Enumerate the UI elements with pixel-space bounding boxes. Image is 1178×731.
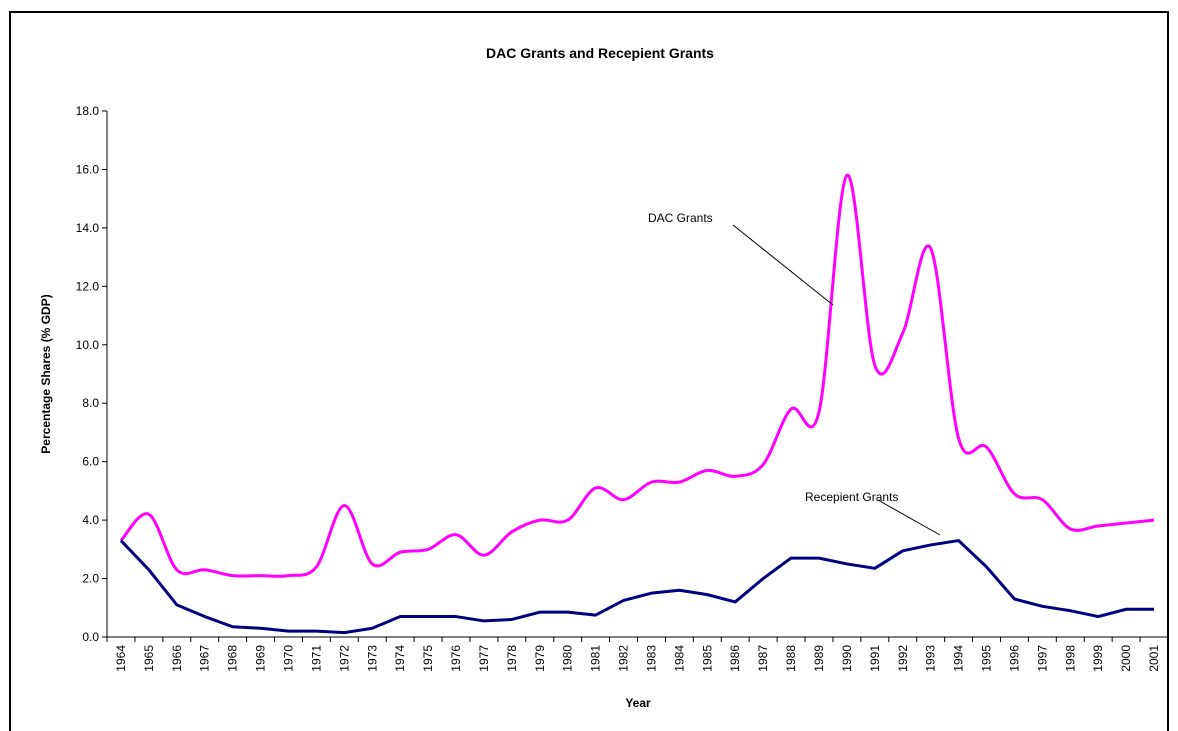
y-tick-label: 8.0 [82,396,99,410]
y-tick-label: 6.0 [82,455,99,469]
x-tick-label: 1967 [198,645,212,672]
series-annotation: Recepient Grants [805,490,898,504]
x-tick-label: 1969 [254,645,268,672]
x-tick-label: 1990 [840,645,854,672]
x-tick-label: 1991 [868,645,882,672]
x-tick-label: 1964 [114,645,128,672]
x-tick-label: 1968 [226,645,240,672]
annotation-leader [732,224,834,306]
x-tick-label: 1965 [142,645,156,672]
x-tick-label: 1993 [924,645,938,672]
chart-title: DAC Grants and Recepient Grants [486,45,714,61]
x-tick-label: 1972 [337,645,351,672]
y-tick-label: 12.0 [76,279,100,293]
x-tick-label: 1996 [1007,645,1021,672]
x-tick-label: 1986 [728,645,742,672]
x-tick-label: 1974 [393,645,407,672]
x-tick-label: 1981 [589,645,603,672]
y-axis-label: Percentage Shares (% GDP) [39,294,53,453]
x-tick-label: 1998 [1063,645,1077,672]
x-tick-label: 1988 [784,645,798,672]
y-tick-label: 18.0 [76,104,100,118]
annotation-leader [877,499,941,536]
x-tick-label: 1979 [533,645,547,672]
x-tick-label: 1987 [756,645,770,672]
y-tick-label: 14.0 [76,221,100,235]
x-tick-label: 2001 [1147,645,1161,672]
x-tick-label: 1992 [896,645,910,672]
series-line [119,539,1155,635]
x-tick-label: 1977 [477,645,491,672]
x-tick-label: 1980 [561,645,575,672]
x-tick-label: 1970 [281,645,295,672]
x-tick-label: 1995 [980,645,994,672]
x-tick-label: 1989 [812,645,826,672]
y-tick-label: 4.0 [82,513,99,527]
x-tick-label: 1983 [644,645,658,672]
series-line [119,173,1155,578]
x-tick-label: 1973 [365,645,379,672]
x-tick-label: 1984 [672,645,686,672]
x-tick-label: 1994 [952,645,966,672]
chart-frame [9,11,1169,731]
x-tick-label: 1982 [617,645,631,672]
y-tick-label: 16.0 [76,162,100,176]
x-tick-label: 1985 [700,645,714,672]
x-tick-label: 1999 [1091,645,1105,672]
x-tick-label: 1971 [309,645,323,672]
x-axis-label: Year [625,696,651,710]
y-tick-label: 2.0 [82,572,99,586]
series-annotation: DAC Grants [648,211,713,225]
x-tick-label: 1976 [449,645,463,672]
x-tick-label: 2000 [1119,645,1133,672]
x-tick-label: 1997 [1035,645,1049,672]
x-tick-label: 1966 [170,645,184,672]
x-tick-label: 1975 [421,645,435,672]
y-tick-label: 0.0 [82,630,99,644]
x-tick-label: 1978 [505,645,519,672]
y-tick-label: 10.0 [76,338,100,352]
